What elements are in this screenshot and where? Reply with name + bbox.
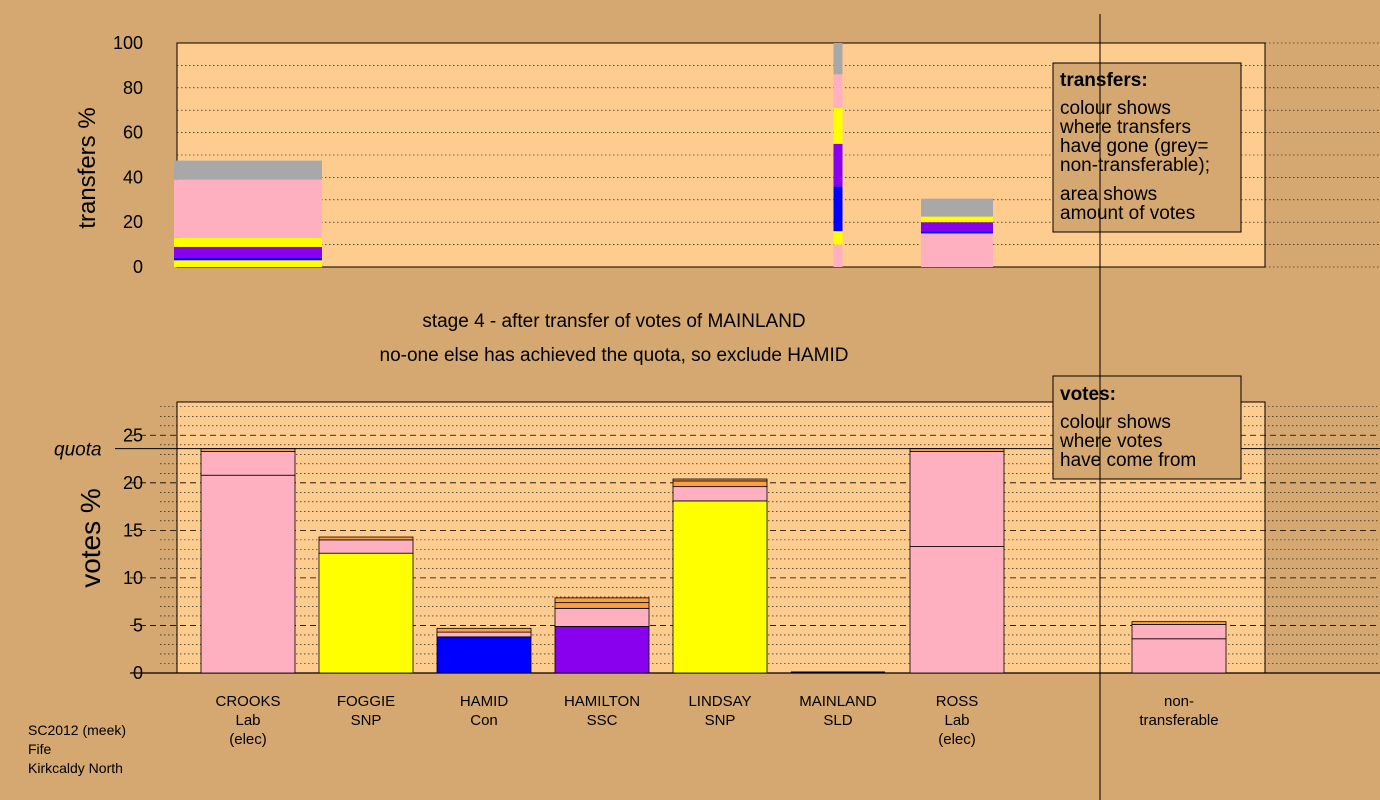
votes-y-tick-label: 25 xyxy=(123,425,143,445)
votes-legend-line: colour shows xyxy=(1060,412,1171,433)
transfers-legend-line: amount of votes xyxy=(1060,203,1195,224)
transfers-legend-line: have gone (grey= xyxy=(1060,136,1208,157)
candidate-label: Con xyxy=(470,712,498,729)
transfers-bar-segment xyxy=(833,244,843,267)
votes-bar-segment xyxy=(1131,638,1227,674)
votes-y-tick-label: 10 xyxy=(123,568,143,588)
candidate-label: Lab xyxy=(235,712,260,729)
candidate-label: Lab xyxy=(944,712,969,729)
transfers-y-tick-label: 40 xyxy=(123,167,143,187)
transfers-bar-segment xyxy=(174,246,322,259)
transfers-legend-line: non-transferable); xyxy=(1060,155,1210,176)
transfers-bar-segment xyxy=(833,186,843,232)
transfers-bar-segment xyxy=(174,258,322,261)
stage-caption-exclusion: no-one else has achieved the quota, so e… xyxy=(380,345,849,366)
transfers-y-ticks: 0 20 40 60 80 100 xyxy=(113,33,143,277)
stage-caption: stage 4 - after transfer of votes of MAI… xyxy=(422,311,805,332)
candidate-label: CROOKS xyxy=(215,693,280,710)
votes-bar-segment xyxy=(200,474,296,674)
transfers-bar-segment xyxy=(833,231,843,245)
transfers-bar-segment xyxy=(174,160,322,180)
transfers-bar-segment xyxy=(921,233,993,267)
votes-bar-segment xyxy=(672,500,768,674)
candidate-label: MAINLAND xyxy=(799,693,877,710)
votes-bar-segment xyxy=(318,552,414,674)
transfers-legend-line: area shows xyxy=(1060,184,1157,205)
votes-bar-segment xyxy=(554,607,650,627)
votes-bar-segment xyxy=(672,486,768,502)
candidate-label: FOGGIE xyxy=(337,693,395,710)
transfers-bar-segment xyxy=(921,216,993,223)
votes-bar-segment xyxy=(909,451,1005,547)
transfers-y-tick-label: 20 xyxy=(123,212,143,232)
votes-bar-segment xyxy=(436,627,532,633)
votes-bar-segment xyxy=(318,536,414,541)
candidate-label: non- xyxy=(1164,693,1194,710)
votes-y-ticks: 0 5 10 15 20 25 xyxy=(123,425,143,683)
transfers-y-tick-label: 80 xyxy=(123,78,143,98)
transfers-bar-segment xyxy=(833,143,843,187)
votes-y-tick-label: 20 xyxy=(123,473,143,493)
votes-bar-segment xyxy=(909,546,1005,674)
votes-y-tick-label: 5 xyxy=(133,615,143,635)
votes-bar-segment xyxy=(436,636,532,674)
transfers-legend-line: where transfers xyxy=(1059,117,1191,138)
candidate-label: transferable xyxy=(1139,712,1218,729)
candidate-labels: CROOKS Lab (elec) FOGGIE SNP HAMID Con HAMILTON… xyxy=(215,693,1218,748)
votes-bar-segment xyxy=(554,626,650,674)
votes-bars xyxy=(200,448,1227,674)
votes-y-tick-label: 0 xyxy=(133,663,143,683)
transfers-bar-segment xyxy=(833,74,843,108)
candidate-label: SLD xyxy=(823,712,852,729)
transfers-bar-segment xyxy=(921,198,993,217)
transfers-legend-title: transfers: xyxy=(1060,70,1148,91)
votes-bar-segment xyxy=(200,451,296,476)
transfers-legend: transfers: colour shows where transfers … xyxy=(1052,62,1242,233)
transfers-y-axis-title: transfers % xyxy=(74,107,101,228)
transfers-y-tick-label: 60 xyxy=(123,123,143,143)
candidate-label: HAMID xyxy=(460,693,509,710)
candidate-label: ROSS xyxy=(936,693,979,710)
candidate-label: SNP xyxy=(705,712,736,729)
transfers-bar-segment xyxy=(921,231,993,234)
votes-bar-segment xyxy=(672,480,768,488)
candidate-label: SNP xyxy=(351,712,382,729)
source-line: Fife xyxy=(28,741,52,757)
transfers-bar-segment xyxy=(174,237,322,247)
quota-label: quota xyxy=(54,440,102,461)
transfers-legend-line: colour shows xyxy=(1060,98,1171,119)
candidate-label: LINDSAY xyxy=(688,693,751,710)
votes-bar-segment xyxy=(318,539,414,554)
transfers-bar-segment xyxy=(833,107,843,144)
transfers-bar-segment xyxy=(921,222,993,232)
candidate-label: HAMILTON xyxy=(564,693,640,710)
transfers-bar-segment xyxy=(174,260,322,267)
candidate-label: (elec) xyxy=(938,731,976,748)
votes-y-axis-title: votes % xyxy=(75,488,106,588)
candidate-label: SSC xyxy=(587,712,618,729)
candidate-label: (elec) xyxy=(229,731,267,748)
votes-y-tick-label: 15 xyxy=(123,520,143,540)
transfers-y-tick-label: 0 xyxy=(133,257,143,277)
source-line: SC2012 (meek) xyxy=(28,722,126,738)
votes-legend: votes: colour shows where votes have com… xyxy=(1052,375,1242,480)
votes-bar-segment xyxy=(672,478,768,482)
transfers-bar-segment xyxy=(833,43,843,75)
votes-bar-segment xyxy=(554,597,650,604)
votes-legend-line: have come from xyxy=(1060,450,1196,471)
transfers-bars xyxy=(174,43,993,267)
votes-bar-segment xyxy=(554,602,650,609)
transfers-y-tick-label: 100 xyxy=(113,33,143,53)
votes-bar-segment xyxy=(1131,624,1227,640)
votes-legend-line: where votes xyxy=(1059,431,1162,452)
votes-legend-title: votes: xyxy=(1060,384,1116,405)
votes-bar-segment xyxy=(1131,621,1227,625)
votes-bar-segment xyxy=(436,631,532,638)
transfers-gridlines xyxy=(177,42,1380,268)
transfers-bar-segment xyxy=(174,179,322,238)
source-line: Kirkcaldy North xyxy=(28,760,123,776)
